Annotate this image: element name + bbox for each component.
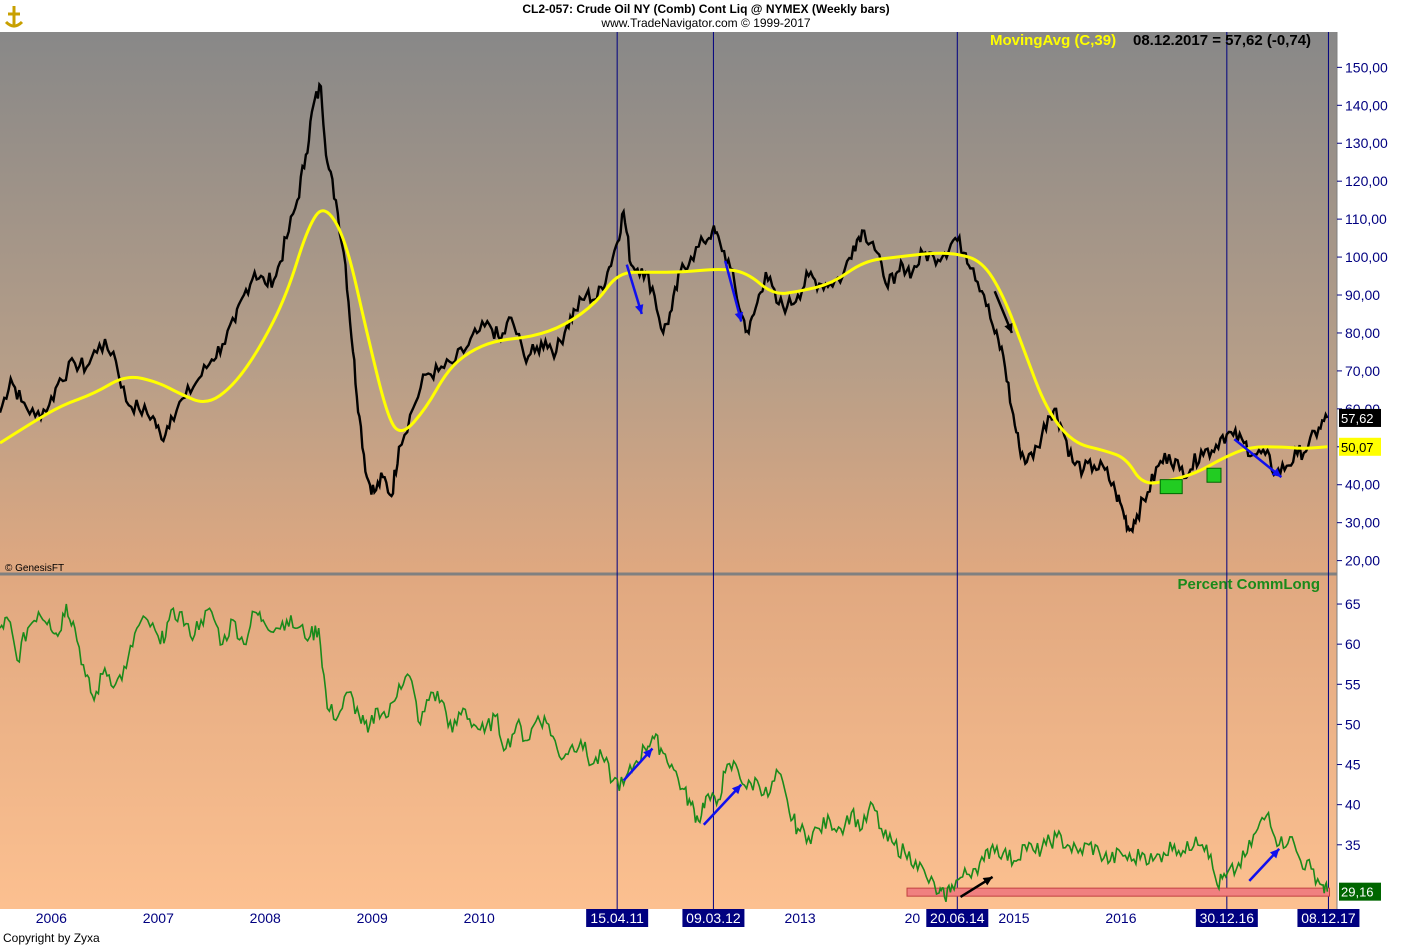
price-tick-label-6: 80,00 — [1345, 325, 1380, 341]
date-label-4: 08.12.17 — [1301, 910, 1356, 926]
price-tick-label-10: 120,00 — [1345, 173, 1388, 189]
plot-background — [0, 32, 1337, 909]
date-vertical-lines — [616, 32, 1329, 909]
price-arrow-1 — [723, 260, 744, 322]
year-label-3: 2009 — [357, 910, 388, 926]
ma-current-label: 50,07 — [1341, 440, 1374, 455]
percent-panel — [0, 603, 1329, 903]
y-axis-area — [1337, 32, 1413, 909]
year-label-0: 2006 — [36, 910, 67, 926]
app-logo — [4, 6, 24, 28]
pct-arrow-0 — [622, 747, 654, 782]
price-tick-label-8: 100,00 — [1345, 249, 1388, 265]
price-tick-label-9: 110,00 — [1345, 211, 1387, 227]
price-tick-label-11: 130,00 — [1345, 135, 1388, 151]
year-label-7: 2015 — [998, 910, 1029, 926]
pct-current-label: 29,16 — [1341, 885, 1374, 900]
pct-legend-name: Percent CommLong — [1177, 576, 1320, 593]
pct-tick-label-3: 50 — [1345, 716, 1361, 732]
year-label-2: 2008 — [250, 910, 281, 926]
ma-current-badge — [1339, 437, 1381, 456]
price-tick-label-13: 150,00 — [1345, 59, 1388, 75]
signal-marker-0 — [1159, 479, 1183, 495]
percent-y-axis: 35 40 45 50 55 60 65 — [1337, 596, 1361, 853]
price-panel — [0, 81, 1329, 535]
current-value-labels: 57,62 50,07 29,16 — [1339, 408, 1381, 901]
pct-current-badge — [1339, 882, 1381, 901]
copyright-text: Copyright by Zyxa — [3, 931, 100, 945]
year-label-4: 2010 — [464, 910, 495, 926]
price-series-line — [0, 81, 1329, 535]
date-label-0: 15.04.11 — [590, 910, 644, 926]
pct-tick-label-4: 55 — [1345, 676, 1361, 692]
price-tick-label-0: 20,00 — [1345, 553, 1380, 569]
date-badge-1 — [682, 909, 745, 927]
year-label-1: 2007 — [143, 910, 174, 926]
price-current-badge — [1339, 408, 1381, 427]
price-arrow-2 — [993, 290, 1013, 334]
year-label-5: 2013 — [784, 910, 815, 926]
pct-tick-label-0: 35 — [1345, 837, 1361, 853]
watermark-text: © GenesisFT — [5, 563, 64, 574]
pct-tick-label-6: 65 — [1345, 596, 1361, 612]
date-label-3: 30.12.16 — [1200, 910, 1255, 926]
year-label-6: 20 — [905, 910, 921, 926]
date-badge-0 — [586, 909, 649, 927]
price-current-label: 57,62 — [1341, 411, 1374, 426]
annotation-arrows — [622, 260, 1283, 899]
header-strip — [0, 0, 1413, 32]
pct-tick-label-1: 40 — [1345, 797, 1361, 813]
x-axis: 2006200720082009201020132020152016815.04… — [36, 909, 1360, 927]
moving-average-line — [0, 209, 1328, 485]
pct-arrow-2 — [959, 875, 994, 899]
price-tick-label-5: 70,00 — [1345, 363, 1380, 379]
ma-legend-name: MovingAvg (C,39) — [990, 32, 1116, 49]
price-tick-label-1: 30,00 — [1345, 515, 1380, 531]
percent-commlong-line — [0, 603, 1329, 903]
price-tick-label-12: 140,00 — [1345, 97, 1388, 113]
price-arrow-0 — [625, 264, 644, 315]
date-badge-2 — [926, 909, 989, 927]
threshold-band — [906, 887, 1331, 897]
price-tick-label-7: 90,00 — [1345, 287, 1380, 303]
pct-arrow-1 — [702, 783, 743, 826]
date-badge-3 — [1195, 909, 1258, 927]
pct-tick-label-5: 60 — [1345, 636, 1361, 652]
ma-legend-value: 08.12.2017 = 57,62 (-0,74) — [1133, 32, 1311, 49]
logo-icon — [4, 6, 24, 28]
price-arrow-3 — [1233, 438, 1283, 479]
date-badge-4 — [1297, 909, 1360, 927]
pct-arrow-3 — [1248, 847, 1281, 882]
date-label-2: 20.06.14 — [930, 910, 985, 926]
signal-marker-1 — [1206, 467, 1222, 483]
pct-tick-label-2: 45 — [1345, 757, 1361, 773]
chart-subtitle: www.TradeNavigator.com © 1999-2017 — [600, 16, 810, 30]
chart-title: CL2-057: Crude Oil NY (Comb) Cont Liq @ … — [522, 2, 889, 16]
date-label-1: 09.03.12 — [686, 910, 741, 926]
year-label-8: 2016 — [1105, 910, 1136, 926]
price-tick-label-2: 40,00 — [1345, 477, 1380, 493]
